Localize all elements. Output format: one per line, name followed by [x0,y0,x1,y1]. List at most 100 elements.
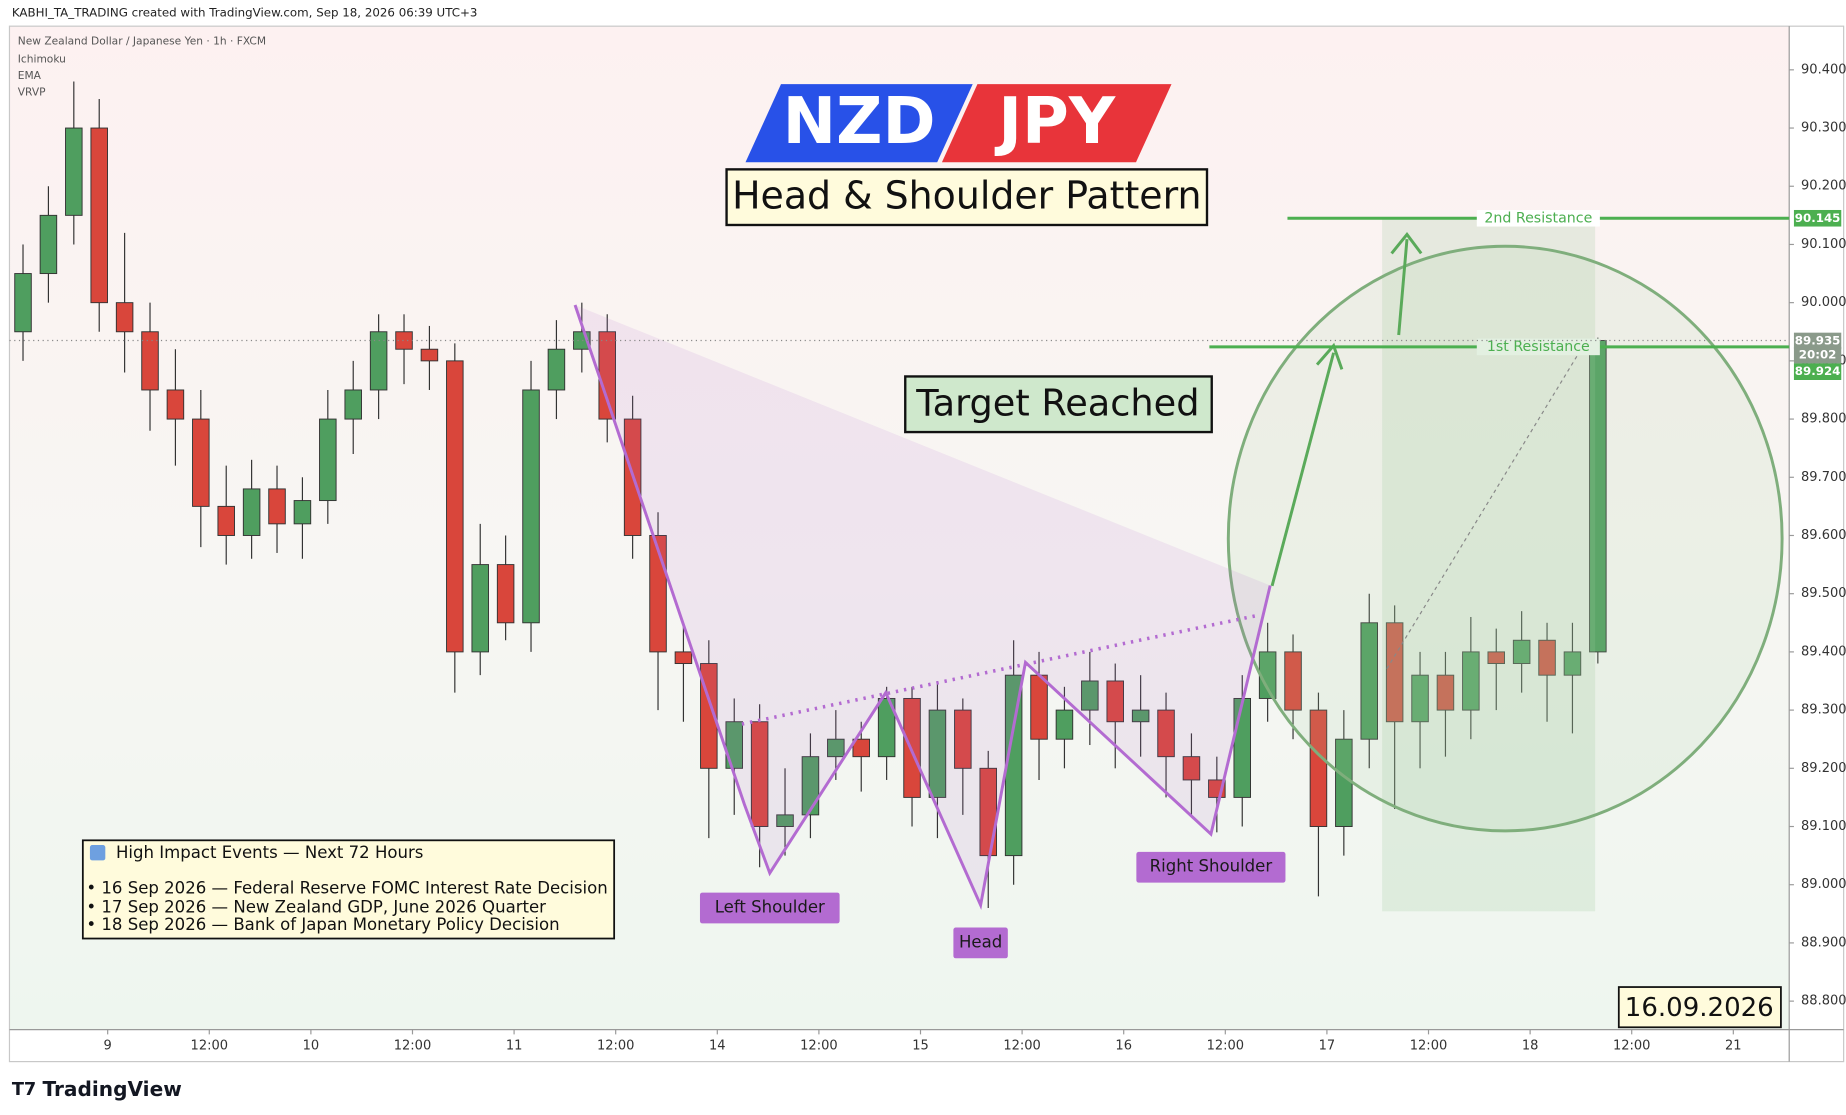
resistance-label-bg [1476,338,1600,356]
candle-body [1436,674,1455,711]
candle-body [1030,674,1048,740]
arrows [1270,232,1423,587]
resistance-label: 1st Resistance [1487,339,1590,355]
y-tick-label: 89.200 [1801,761,1846,776]
event-item: • 16 Sep 2026 — Federal Reserve FOMC Int… [86,878,607,897]
pattern-label: Left Shoulder [715,898,825,917]
candle-body [547,348,566,391]
candle-body [852,738,870,758]
y-tick-label: 89.700 [1801,470,1846,485]
y-tick-label: 89.800 [1801,412,1846,427]
candle-body [954,709,972,769]
y-tick-label: 89.500 [1801,586,1846,601]
candle-body [1538,639,1556,676]
candle-body [522,389,540,624]
candle-body [369,331,388,391]
candle-body [1512,639,1531,665]
candle-body [827,738,845,758]
y-tick-label: 90.300 [1801,121,1846,136]
candle-body [14,273,32,333]
candle-body [319,418,337,502]
candle-body [192,418,210,507]
overlay: Left Shoulder Head Right Shoulder 2nd Resis… [9,209,1790,959]
events-box [81,839,616,940]
candle-body [1131,709,1150,723]
candle-body [801,756,820,816]
candle-body [877,697,896,758]
candle-body [1385,622,1404,723]
x-tick-label: 12:00 [1003,1039,1040,1054]
resistance-badge-bg [1793,209,1842,227]
pattern-label-box [699,892,840,924]
indicator-legend: Ichimoku [18,52,66,65]
candle-body [217,505,235,536]
candle-body [776,814,794,827]
x-tick-label: 12:00 [1207,1039,1244,1054]
resistance-badge: 90.145 [1795,211,1841,225]
candle-body [1157,709,1175,758]
pattern-label-box [953,927,1008,959]
x-tick-label: 12:00 [597,1039,634,1054]
pattern-fill [575,304,1271,906]
title-right: JPY [994,85,1116,159]
y-tick-label: 90.000 [1801,295,1846,310]
x-tick-label: 21 [1725,1039,1742,1054]
countdown-badge: 20:02 [1799,348,1837,362]
candle-body [1360,622,1379,740]
candle-body [39,214,58,275]
target-zone [1382,219,1596,912]
resistance-label: 2nd Resistance [1484,210,1592,226]
candle-body [293,500,312,525]
footer-brand: ꓔ7 TradingView [12,1077,182,1101]
title-left: NZD [783,85,936,159]
resistance-badge: 89.924 [1795,364,1841,378]
candle-body [90,127,108,304]
x-tick-label: 14 [709,1039,726,1054]
neckline [741,613,1259,726]
candle-body [242,488,261,536]
x-tick-label: 11 [506,1039,523,1054]
candle-body [674,651,693,665]
candle-body [1411,674,1429,723]
candle-body [1182,756,1201,781]
candle-body [1081,680,1099,711]
calendar-icon [89,845,106,861]
y-tick-label: 88.800 [1801,994,1846,1009]
date-box [1617,986,1782,1029]
header-text: KABHI_TA_TRADING created with TradingVie… [12,6,478,20]
candle-body [928,709,947,798]
x-tick-label: 12:00 [1410,1039,1447,1054]
candle-body [1487,651,1506,665]
annotation-box [904,375,1213,434]
y-tick-label: 89.300 [1801,703,1846,718]
pattern-label: Right Shoulder [1150,857,1273,876]
y-tick-label: 89.400 [1801,644,1846,659]
candle-body [115,302,134,333]
pattern-label: Head [959,932,1002,951]
candle-body [1563,651,1582,676]
x-tick-label: 9 [104,1039,112,1054]
y-tick-label: 90.400 [1801,62,1846,77]
chart-frame [8,25,1845,1063]
x-tick-label: 12:00 [1613,1039,1650,1054]
x-tick-label: 10 [303,1039,320,1054]
y-tick-label: 89.000 [1801,877,1846,892]
candle-body [446,360,464,653]
candle-body [141,331,159,391]
symbol-legend: New Zealand Dollar / Japanese Yen · 1h ·… [18,35,266,48]
candle-body [420,348,439,362]
event-item: • 17 Sep 2026 — New Zealand GDP, June 20… [86,897,546,916]
y-tick-label: 89.600 [1801,528,1846,543]
projection-line [1386,345,1584,670]
countdown-badge-bg [1793,346,1842,364]
event-item: • 18 Sep 2026 — Bank of Japan Monetary P… [86,915,559,934]
date: 16.09.2026 [1625,993,1774,1023]
last-price-badge-bg [1793,332,1842,350]
title-right-bg [941,84,1172,163]
x-tick-label: 17 [1319,1039,1336,1054]
subtitle-box [725,168,1209,227]
x-tick-label: 15 [912,1039,929,1054]
x-tick-label: 12:00 [394,1039,431,1054]
target-circle [1226,244,1784,833]
